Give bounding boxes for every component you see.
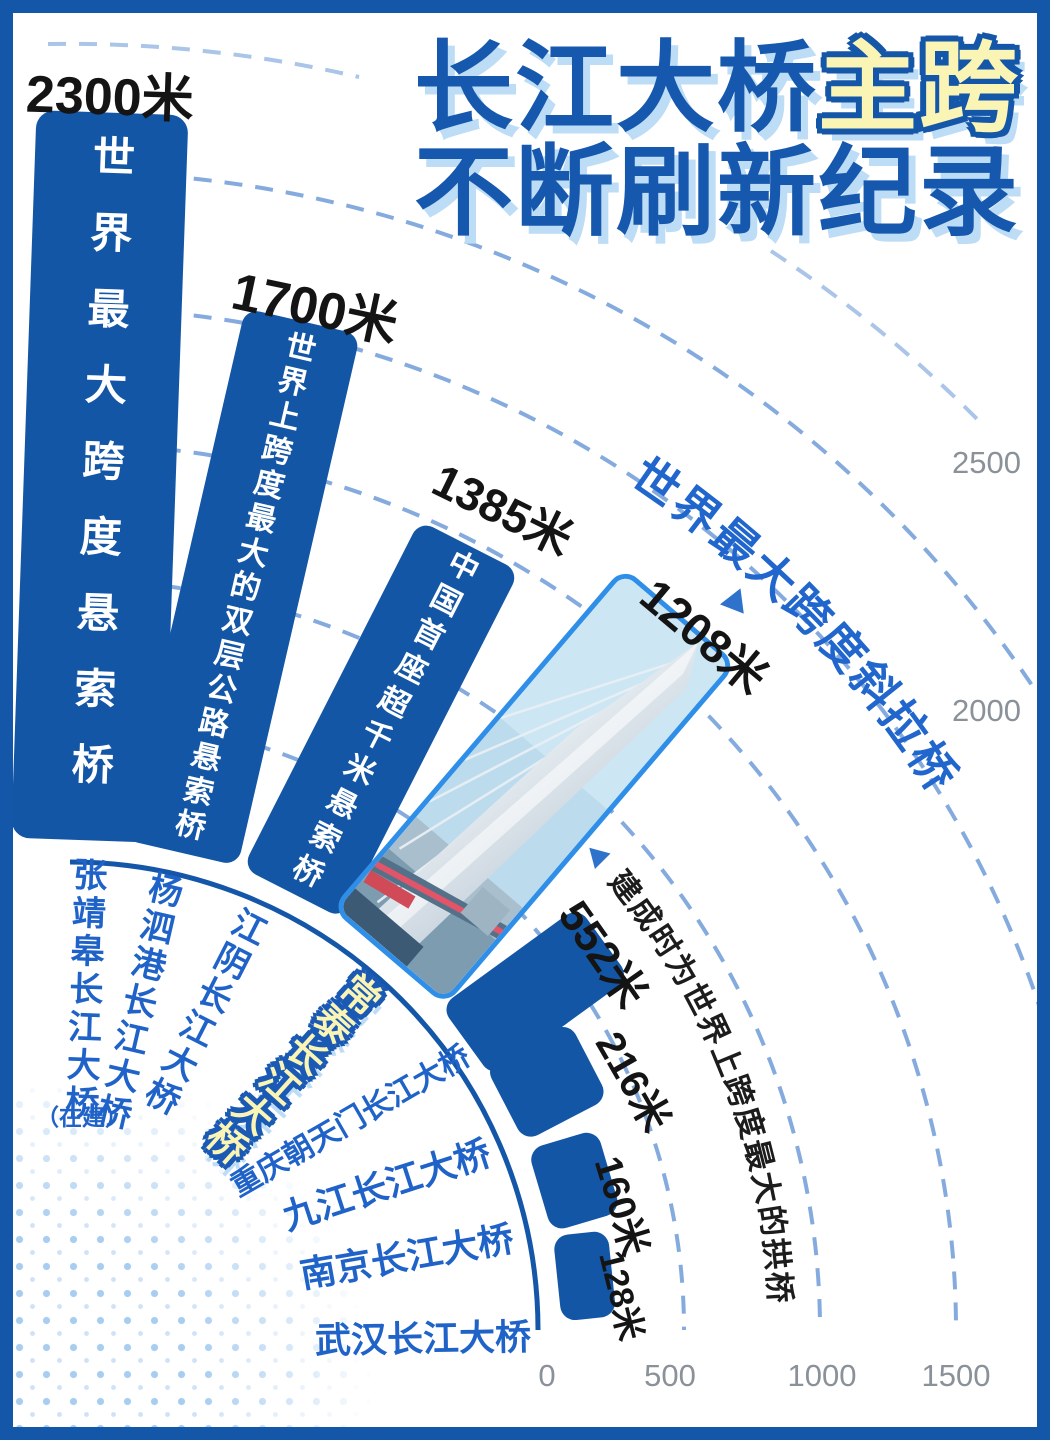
arc-outer-fragment-right (769, 249, 981, 423)
title-line1-yellow: 主跨 (818, 32, 1020, 143)
bridge-tower-photo (338, 573, 731, 1000)
halftone-dots-decor (0, 1085, 370, 1427)
page-title: 长江大桥主跨 不断刷新纪录 (414, 36, 1020, 244)
arc-outer-fragment-topleft (47, 41, 360, 79)
tick-0: 0 (538, 1358, 556, 1393)
name-label-wuhan: 武汉长江大桥 (314, 1316, 532, 1361)
tick-500: 500 (644, 1358, 696, 1393)
title-line1-blue: 长江大桥 (414, 32, 818, 143)
bar-changtai-photo (331, 566, 738, 1007)
tick-1500: 1500 (921, 1358, 991, 1393)
tick-1000: 1000 (787, 1358, 857, 1393)
arc-2500 (69, 170, 1050, 717)
tick-2000: 2000 (952, 693, 1021, 728)
tick-2500: 2500 (952, 445, 1021, 480)
title-line1: 长江大桥主跨 (414, 36, 1020, 140)
arc-1000 (69, 578, 822, 1331)
baseline-arc (69, 859, 541, 1331)
status-label-under-construction: （在建） (36, 1104, 128, 1130)
value-label-2300: 2300米 (25, 65, 195, 130)
title-line2: 不断刷新纪录 (414, 136, 1020, 247)
